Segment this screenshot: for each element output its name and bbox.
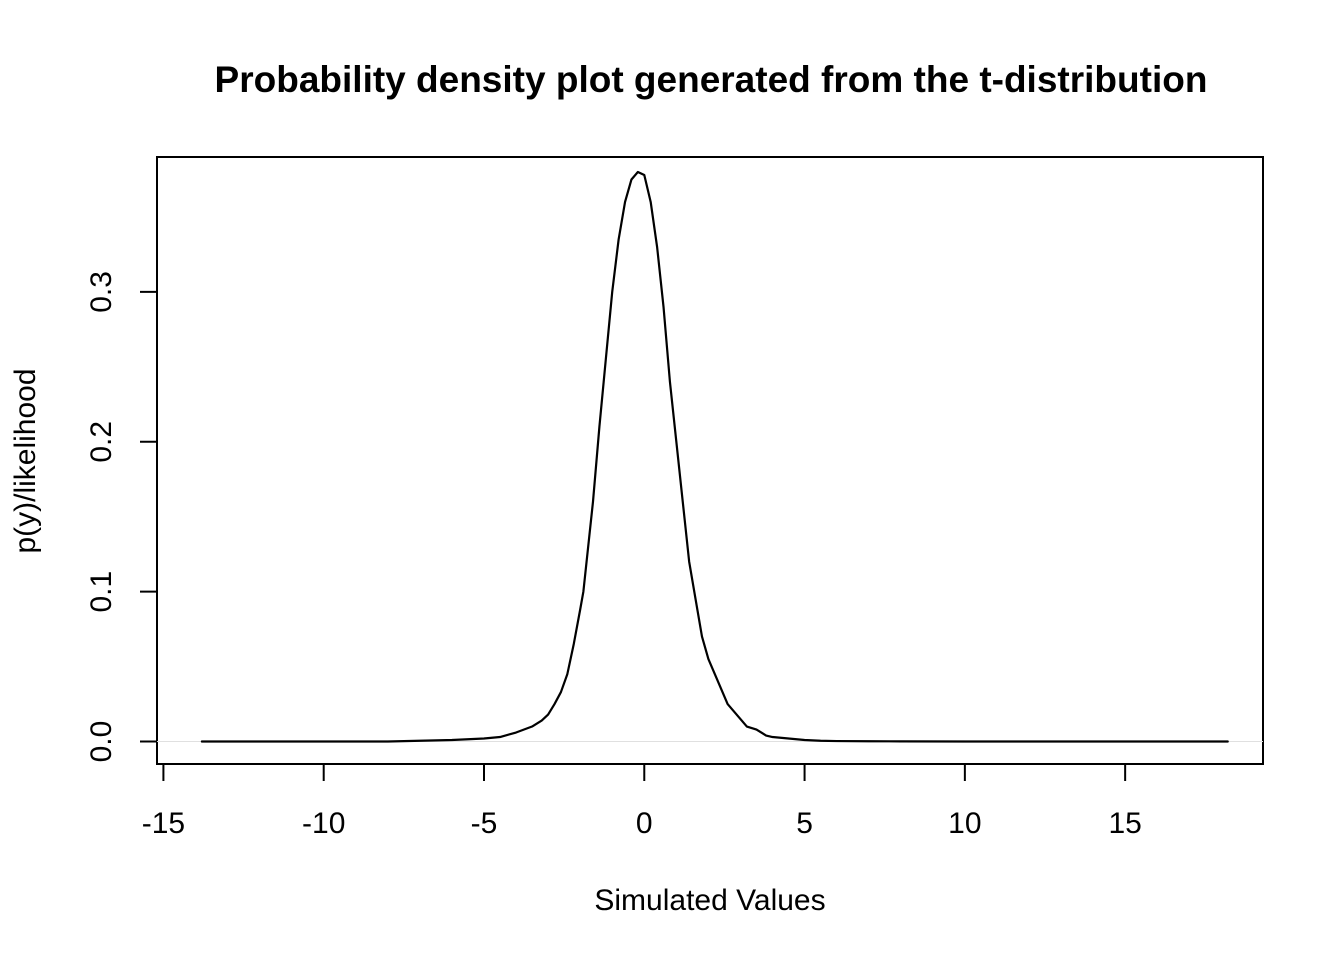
plot-frame [156,156,1264,765]
x-axis-label: Simulated Values [594,884,825,917]
y-tick-label: 0.0 [85,721,118,763]
y-tick-label: 0.2 [85,421,118,463]
y-axis-label: p(y)/likelihood [9,368,42,553]
y-tick-label: 0.3 [85,271,118,313]
x-tick-label: -5 [471,807,498,840]
y-tick-label: 0.1 [85,571,118,613]
y-axis: 0.0 0.1 0.2 0.3 [85,271,158,763]
x-tick-label: 0 [636,807,653,840]
x-tick-label: 15 [1108,807,1141,840]
x-axis: -15 -10 -5 0 5 10 15 [142,763,1142,840]
x-tick-label: -15 [142,807,185,840]
chart-title: Probability density plot generated from … [215,59,1208,100]
x-tick-label: -10 [302,807,345,840]
series-group [157,170,1263,743]
density-line-0 [200,170,1229,743]
x-tick-label: 10 [948,807,981,840]
x-tick-label: 5 [796,807,813,840]
